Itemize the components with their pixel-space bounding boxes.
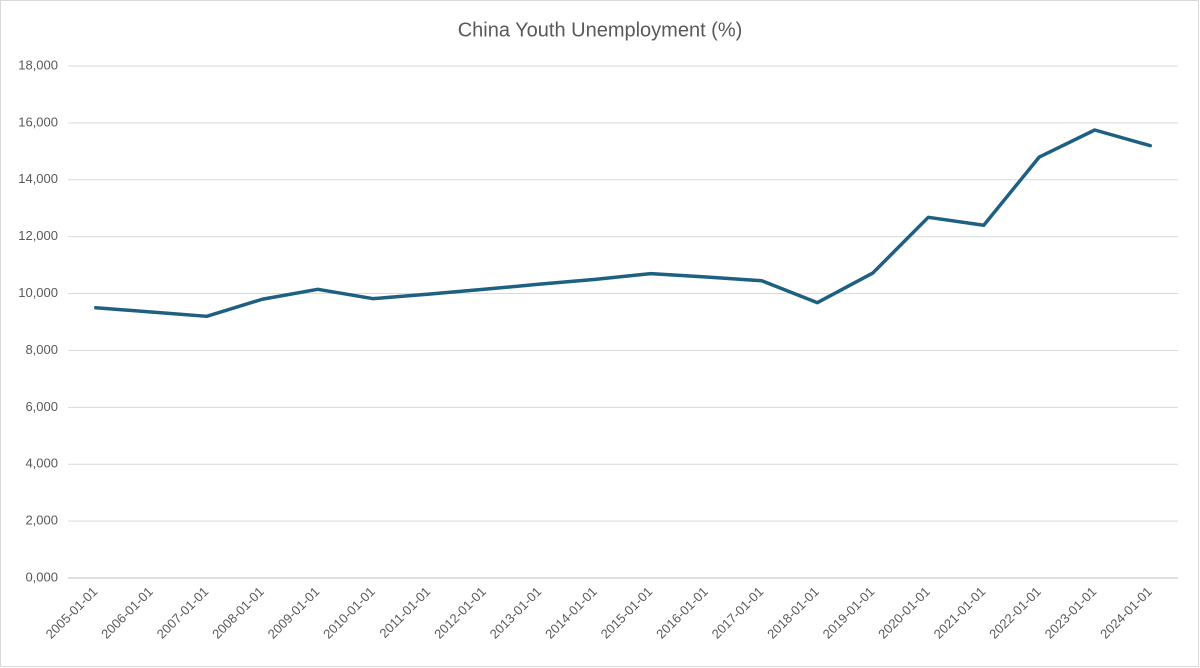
y-tick-label: 12,000 xyxy=(18,228,58,243)
y-tick-label: 2,000 xyxy=(25,513,58,528)
y-tick-label: 6,000 xyxy=(25,399,58,414)
y-tick-label: 8,000 xyxy=(25,342,58,357)
y-tick-label: 4,000 xyxy=(25,456,58,471)
y-tick-label: 0,000 xyxy=(25,569,58,584)
chart-title: China Youth Unemployment (%) xyxy=(458,19,743,41)
y-tick-label: 16,000 xyxy=(18,114,58,129)
y-tick-label: 10,000 xyxy=(18,285,58,300)
y-tick-label: 14,000 xyxy=(18,171,58,186)
y-tick-label: 18,000 xyxy=(18,57,58,72)
data-line xyxy=(94,128,1152,319)
